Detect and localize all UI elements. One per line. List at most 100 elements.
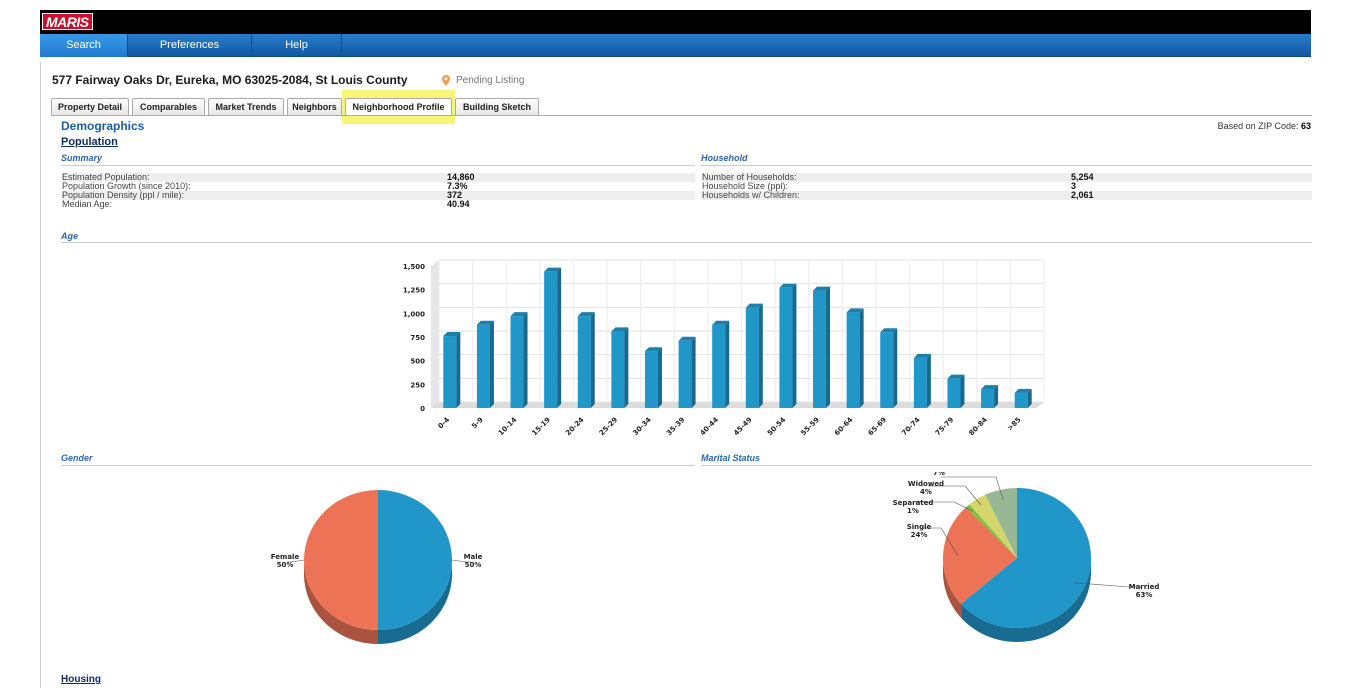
summary-value: 372	[447, 190, 463, 200]
household-heading: Household	[701, 153, 748, 163]
pie-leader-line	[451, 559, 471, 563]
tab-divider	[51, 115, 1312, 116]
y-tick-label: 1,000	[403, 310, 425, 318]
x-tick-label: 80-84	[968, 416, 990, 437]
age-bar	[779, 283, 797, 408]
pie-leader-line	[921, 527, 959, 556]
pie-slice	[961, 488, 1091, 628]
tab-neighbors[interactable]: Neighbors	[287, 98, 342, 116]
pie-slice	[969, 494, 1017, 558]
x-tick-label: 75-79	[934, 416, 956, 437]
household-row: Household Size (ppl): 3	[701, 182, 1312, 191]
listing-status: Pending Listing	[456, 75, 525, 86]
x-tick-label: 65-69	[867, 416, 889, 437]
x-tick-label: 5-9	[470, 416, 485, 431]
household-value: 5,254	[1071, 172, 1094, 182]
nav-preferences[interactable]: Preferences	[128, 34, 252, 57]
x-tick-label: 10-14	[497, 416, 519, 437]
y-tick-label: 750	[410, 334, 425, 342]
pie-label: Separated	[893, 499, 934, 507]
y-tick-label: 0	[420, 405, 425, 413]
pie-slice-side	[961, 559, 1091, 642]
household-label: Household Size (ppl):	[702, 181, 789, 191]
tab-neighborhood-profile[interactable]: Neighborhood Profile	[345, 98, 452, 116]
age-bar	[712, 320, 730, 408]
y-tick-label: 1,500	[403, 263, 425, 271]
nav-help[interactable]: Help	[252, 34, 342, 57]
tab-comparables[interactable]: Comparables	[132, 98, 205, 116]
age-bar	[846, 308, 864, 408]
household-label: Number of Households:	[702, 172, 797, 182]
summary-row: Median Age: 40.94	[61, 200, 695, 209]
gender-divider	[61, 465, 695, 466]
pie-percent-label: 7%	[933, 472, 945, 477]
household-row: Number of Households: 5,254	[701, 173, 1312, 182]
x-tick-label: 15-19	[531, 416, 553, 437]
age-bar	[544, 267, 562, 408]
pie-leader-line	[915, 501, 973, 512]
pie-label: Widowed	[908, 480, 944, 488]
nav-search[interactable]: Search	[40, 34, 128, 57]
summary-row: Population Density (ppl / mile): 372	[61, 191, 695, 200]
main-navigation: Search Preferences Help	[40, 34, 1311, 57]
summary-label: Population Growth (since 2010):	[62, 181, 191, 191]
pie-slice	[943, 507, 1017, 604]
age-divider	[61, 242, 1312, 243]
tab-property-detail[interactable]: Property Detail	[51, 98, 129, 116]
household-label: Households w/ Children:	[702, 190, 800, 200]
x-tick-label: 20-24	[564, 416, 586, 437]
x-tick-label: 35-39	[665, 416, 687, 437]
age-bar	[813, 286, 831, 408]
x-tick-label: 60-64	[833, 416, 855, 437]
pie-slice	[304, 490, 378, 630]
x-tick-label: 40-44	[699, 416, 721, 437]
chart-side-wall	[431, 260, 439, 408]
pie-label: Single	[907, 523, 932, 531]
y-tick-label: 1,250	[403, 287, 425, 295]
gender-heading: Gender	[61, 453, 93, 463]
age-bar	[644, 347, 662, 408]
age-bar	[913, 353, 931, 408]
pie-label: Married	[1129, 583, 1160, 591]
age-bar	[510, 312, 528, 408]
age-bar-chart: 0 250 500 750 1,000 1,250 1,500 0-4 5-9 10-14 15-1…	[403, 259, 1045, 437]
household-value: 3	[1071, 181, 1077, 191]
top-black-bar: MARIS	[40, 10, 1311, 34]
listing-address: 577 Fairway Oaks Dr, Eureka, MO 63025-20…	[52, 73, 408, 87]
housing-heading: Housing	[61, 674, 101, 685]
summary-divider	[61, 165, 695, 166]
summary-label: Estimated Population:	[62, 172, 150, 182]
summary-value: 7.3%	[447, 181, 468, 191]
tab-market-trends[interactable]: Market Trends	[208, 98, 284, 116]
x-tick-label: 70-74	[900, 416, 922, 437]
pie-leader-line	[287, 559, 305, 563]
pie-label: Male	[464, 553, 483, 561]
x-tick-label: >85	[1006, 416, 1023, 433]
pie-percent-label: 63%	[1136, 591, 1153, 599]
age-bar	[678, 336, 696, 408]
age-bar	[880, 328, 898, 408]
x-tick-label: 25-29	[598, 416, 620, 437]
marital-pie-chart: Married63%Single24%Separated1%Widowed4%D…	[893, 472, 1160, 642]
pie-slice-side	[943, 558, 962, 618]
y-tick-label: 500	[410, 358, 425, 366]
location-pin-icon	[442, 75, 450, 86]
pie-percent-label: 24%	[911, 531, 928, 539]
pie-percent-label: 1%	[907, 507, 919, 515]
summary-heading: Summary	[61, 153, 103, 163]
population-heading: Population	[61, 136, 118, 148]
household-value: 2,061	[1071, 190, 1094, 200]
age-heading: Age	[61, 231, 79, 241]
age-bar	[1014, 388, 1032, 408]
maris-logo[interactable]: MARIS	[42, 13, 93, 30]
age-bar	[476, 320, 494, 408]
summary-label: Median Age:	[62, 199, 113, 209]
tab-building-sketch[interactable]: Building Sketch	[455, 98, 539, 116]
age-bar	[981, 385, 999, 408]
x-tick-label: 0-4	[437, 416, 452, 431]
y-tick-label: 250	[410, 381, 425, 389]
pie-slice	[985, 488, 1017, 558]
x-tick-label: 45-49	[732, 416, 754, 437]
x-tick-label: 50-54	[766, 416, 788, 437]
